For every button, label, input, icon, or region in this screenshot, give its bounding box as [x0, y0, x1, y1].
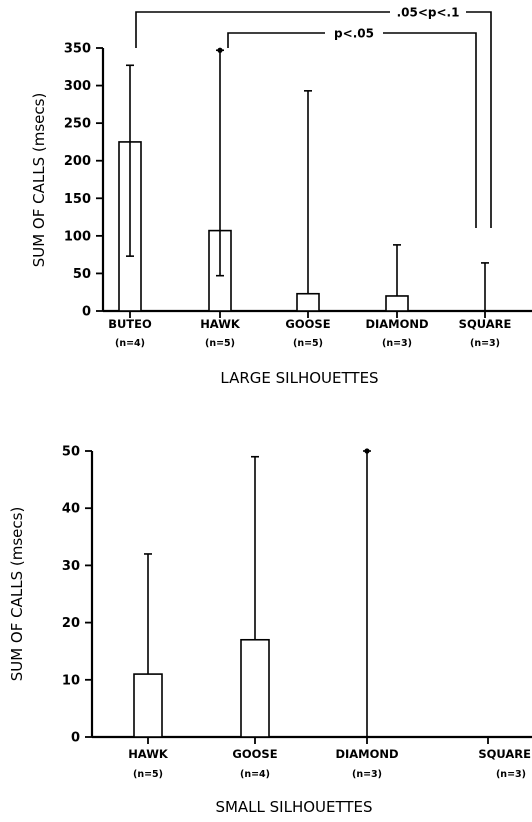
- sample-size-label: (n=3): [470, 338, 500, 349]
- category-label: HAWK: [200, 317, 241, 331]
- y-tick-label: 50: [62, 445, 80, 460]
- error-asterisk: [217, 47, 223, 53]
- y-tick-label: 350: [64, 42, 91, 57]
- y-tick-label: 300: [64, 79, 91, 94]
- y-axis-title: SUM OF CALLS (msecs): [8, 507, 26, 682]
- category-label: GOOSE: [232, 747, 277, 761]
- significance-bracket: [466, 11, 492, 228]
- significance-bracket: [135, 11, 390, 48]
- y-tick-label: 20: [62, 616, 80, 631]
- category-label: SQUARE: [459, 317, 512, 331]
- sample-size-label: (n=5): [133, 769, 163, 780]
- y-tick-label: 200: [64, 154, 91, 169]
- y-tick-label: 40: [62, 502, 80, 517]
- category-label: DIAMOND: [365, 317, 428, 331]
- category-label: DIAMOND: [335, 747, 398, 761]
- category-label: SQUARE: [478, 747, 531, 761]
- category-label: GOOSE: [285, 317, 330, 331]
- sample-size-label: (n=5): [293, 338, 323, 349]
- y-tick-label: 250: [64, 117, 91, 132]
- y-tick-label: 100: [64, 229, 91, 244]
- sample-size-label: (n=4): [240, 769, 270, 780]
- significance-bracket: [227, 32, 325, 48]
- y-tick-label: 150: [64, 192, 91, 207]
- x-axis-title: SMALL SILHOUETTES: [215, 798, 372, 816]
- sample-size-label: (n=3): [382, 338, 412, 349]
- y-tick-label: 50: [73, 267, 91, 282]
- sample-size-label: (n=3): [352, 769, 382, 780]
- bar: [385, 295, 409, 312]
- category-label: BUTEO: [108, 317, 152, 331]
- category-label: HAWK: [128, 747, 169, 761]
- significance-label: .05<p<.1: [397, 6, 460, 20]
- bar: [240, 638, 270, 738]
- sample-size-label: (n=3): [496, 769, 526, 780]
- y-tick-label: 0: [82, 305, 91, 320]
- bar: [296, 292, 320, 312]
- sample-size-label: (n=4): [115, 338, 145, 349]
- bar: [133, 673, 163, 738]
- error-asterisk: [364, 448, 370, 454]
- y-tick-label: 10: [62, 673, 80, 688]
- significance-bracket: [383, 32, 477, 228]
- significance-label: p<.05: [334, 27, 374, 41]
- x-axis-title: LARGE SILHOUETTES: [220, 369, 378, 387]
- sample-size-label: (n=5): [205, 338, 235, 349]
- y-tick-label: 0: [71, 731, 80, 746]
- y-axis-title: SUM OF CALLS (msecs): [30, 93, 48, 268]
- y-tick-label: 30: [62, 559, 80, 574]
